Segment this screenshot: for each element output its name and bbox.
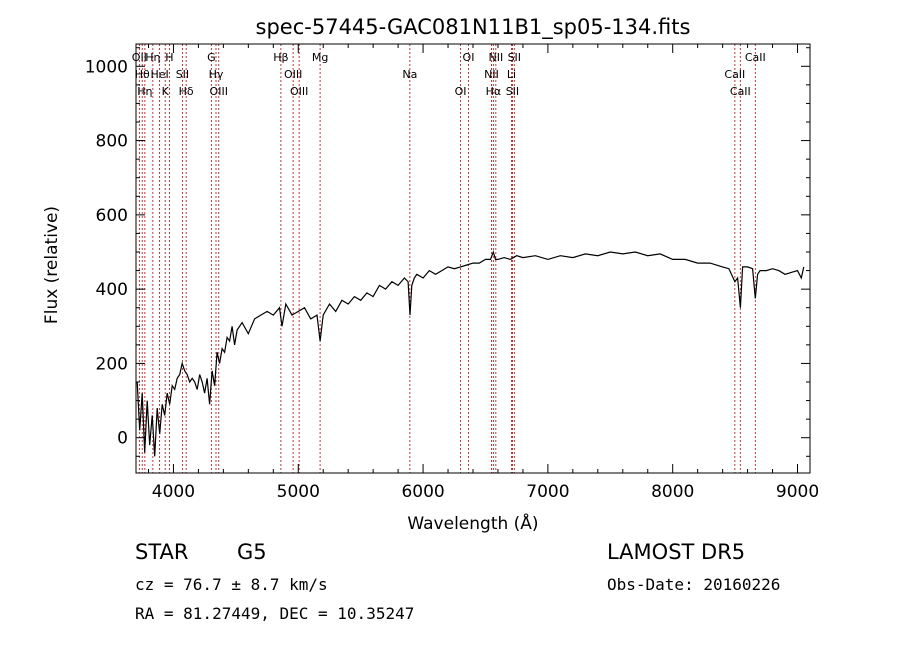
chart-title: spec-57445-GAC081N11B1_sp05-134.fits xyxy=(256,15,691,40)
x-tick-label: 7000 xyxy=(526,482,569,502)
line-marker-label: OIII xyxy=(290,85,308,98)
y-tick-label: 200 xyxy=(96,354,128,374)
line-marker-label: OIII xyxy=(284,68,302,81)
observation-date: Obs-Date: 20160226 xyxy=(607,575,781,594)
line-marker-label: K xyxy=(162,85,170,98)
line-marker-label: Hθ xyxy=(135,68,150,81)
survey-name: LAMOST DR5 xyxy=(607,540,746,564)
y-axis-label: Flux (relative) xyxy=(42,206,62,324)
x-axis-label: Wavelength (Å) xyxy=(407,512,538,534)
axis-ticks: 4000 5000 6000 7000 8000 9000 0 200 400 600 800 100… xyxy=(85,44,819,502)
line-marker-label: NII xyxy=(488,51,503,64)
line-marker-label: CaII xyxy=(724,68,745,81)
line-marker-label: Li xyxy=(507,68,516,81)
object-subclass: G5 xyxy=(237,540,267,564)
line-marker-label: OI xyxy=(455,85,467,98)
line-marker-label: OIII xyxy=(210,85,228,98)
y-tick-label: 800 xyxy=(96,132,128,152)
redshift-readout: cz = 76.7 ± 8.7 km/s xyxy=(135,575,328,594)
line-marker-label: Hβ xyxy=(273,51,288,64)
coordinates-readout: RA = 81.27449, DEC = 10.35247 xyxy=(135,604,415,623)
line-marker-label: CaII xyxy=(730,85,751,98)
spectral-line-markers xyxy=(138,44,756,473)
line-marker-label: NII xyxy=(484,68,499,81)
line-marker-label: CaII xyxy=(745,51,766,64)
y-tick-label: 600 xyxy=(96,206,128,226)
flux-series-line xyxy=(136,250,805,457)
line-marker-label: HeI xyxy=(150,68,168,81)
line-marker-label: Hγ xyxy=(209,68,224,81)
y-tick-label: 1000 xyxy=(85,57,128,77)
line-marker-label: G xyxy=(207,51,216,64)
line-marker-label: SII xyxy=(506,85,519,98)
line-marker-label: SII xyxy=(176,68,189,81)
line-marker-label: SII xyxy=(508,51,521,64)
line-marker-label: OI xyxy=(463,51,475,64)
line-marker-label: Mg xyxy=(312,51,328,64)
line-marker-label: Hη xyxy=(137,85,152,98)
x-tick-label: 6000 xyxy=(401,482,444,502)
line-marker-label: H xyxy=(165,51,173,64)
y-tick-label: 0 xyxy=(117,429,128,449)
y-tick-label: 400 xyxy=(96,280,128,300)
plot-frame xyxy=(135,43,811,474)
object-type: STAR xyxy=(135,540,189,564)
x-tick-label: 8000 xyxy=(651,482,694,502)
line-marker-label: Hδ xyxy=(179,85,194,98)
line-marker-label: Na xyxy=(402,68,417,81)
line-marker-label: Hα xyxy=(486,85,502,98)
x-tick-label: 4000 xyxy=(152,482,195,502)
x-tick-label: 5000 xyxy=(277,482,320,502)
line-marker-label: Hη xyxy=(145,51,160,64)
x-tick-label: 9000 xyxy=(776,482,819,502)
spectral-line-labels: OIIHθHηHηHeIKHSIIHδGHγOIIIHβOIIIOIIIMgNa… xyxy=(132,51,766,98)
